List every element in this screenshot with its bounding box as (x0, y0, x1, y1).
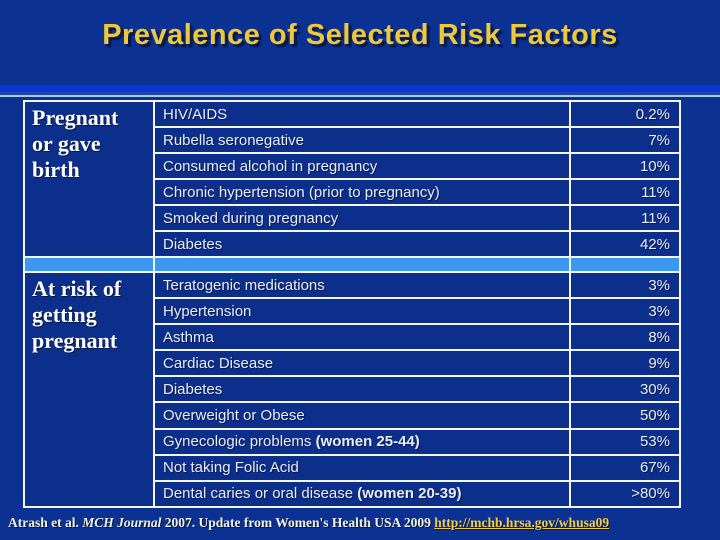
journal-name: MCH Journal (82, 515, 162, 530)
risk-factors-table: Pregnant or gave birth HIV/AIDS 0.2% Rub… (23, 99, 681, 509)
factor-cell: Dental caries or oral disease (women 20-… (153, 479, 571, 509)
factor-cell: Consumed alcohol in pregnancy (153, 152, 571, 181)
value-cell: 53% (569, 427, 681, 456)
section-header-line: birth (32, 157, 80, 182)
citation: Atrash et al. MCH Journal 2007. Update f… (8, 515, 718, 531)
separator-cell (23, 256, 155, 274)
divider-stripe-pale (0, 95, 720, 97)
factor-cell: Cardiac Disease (153, 349, 571, 378)
factor-cell: Not taking Folic Acid (153, 453, 571, 482)
factor-cell: Chronic hypertension (prior to pregnancy… (153, 178, 571, 207)
factor-bold-note: (women 20-39) (357, 485, 462, 503)
value-cell: 10% (569, 152, 681, 181)
value-cell: 3% (569, 297, 681, 326)
value-cell: 3% (569, 271, 681, 300)
citation-authors: Atrash et al. (8, 515, 83, 530)
section-header-line: or gave (32, 131, 101, 156)
table-row: Hypertension 3% (24, 297, 681, 326)
divider-stripe-medium (0, 92, 720, 95)
table-row: At risk of getting pregnant Teratogenic … (23, 271, 681, 508)
value-cell: 9% (569, 349, 681, 378)
table-row: Rubella seronegative 7% (24, 126, 681, 155)
factor-bold-note: (women 25-44) (315, 433, 420, 451)
factor-cell: HIV/AIDS (153, 99, 571, 129)
table-row: Not taking Folic Acid 67% (24, 453, 681, 482)
factor-cell: Diabetes (153, 375, 571, 404)
table-row: Cardiac Disease 9% (24, 349, 681, 378)
value-cell: >80% (569, 479, 681, 509)
section-header-line: Pregnant (32, 105, 119, 130)
table-row: Diabetes 42% (24, 230, 681, 259)
table-row: Diabetes 30% (24, 375, 681, 404)
value-cell: 11% (569, 178, 681, 207)
section-header-at-risk: At risk of getting pregnant (23, 271, 155, 508)
value-cell: 67% (569, 453, 681, 482)
value-cell: 0.2% (569, 99, 681, 129)
page-title: Prevalence of Selected Risk Factors (102, 19, 618, 51)
separator-cell (569, 256, 681, 274)
value-cell: 50% (569, 401, 681, 430)
table-row: Overweight or Obese 50% (24, 401, 681, 430)
value-cell: 7% (569, 126, 681, 155)
value-cell: 30% (569, 375, 681, 404)
section-header-pregnant: Pregnant or gave birth (23, 99, 155, 259)
section-separator (23, 256, 681, 274)
value-cell: 42% (569, 230, 681, 259)
factor-cell: Gynecologic problems (women 25-44) (153, 427, 571, 456)
divider-stripe-bright (0, 85, 720, 92)
citation-text: 2007. Update from Women's Health USA 200… (161, 515, 435, 530)
table-row: Dental caries or oral disease (women 20-… (24, 479, 681, 509)
factor-cell: Asthma (153, 323, 571, 352)
table-row: Asthma 8% (24, 323, 681, 352)
factor-cell: Hypertension (153, 297, 571, 326)
table-row: Pregnant or gave birth HIV/AIDS 0.2% (23, 99, 681, 259)
separator-cell (153, 256, 571, 274)
table-row: Smoked during pregnancy 11% (24, 204, 681, 233)
factor-cell: Overweight or Obese (153, 401, 571, 430)
table-row: Chronic hypertension (prior to pregnancy… (24, 178, 681, 207)
section-header-line: getting (32, 302, 97, 328)
divider-stripe (0, 85, 720, 97)
factor-cell: Smoked during pregnancy (153, 204, 571, 233)
section-header-line: At risk of (32, 276, 122, 302)
factor-cell: Rubella seronegative (153, 126, 571, 155)
section-header-line: pregnant (32, 328, 118, 354)
table-row: Consumed alcohol in pregnancy 10% (24, 152, 681, 181)
table-row: Gynecologic problems (women 25-44) 53% (24, 427, 681, 456)
citation-link[interactable]: http://mchb.hrsa.gov/whusa09 (434, 515, 610, 530)
value-cell: 11% (569, 204, 681, 233)
factor-cell: Diabetes (153, 230, 571, 259)
value-cell: 8% (569, 323, 681, 352)
factor-cell: Teratogenic medications (153, 271, 571, 300)
